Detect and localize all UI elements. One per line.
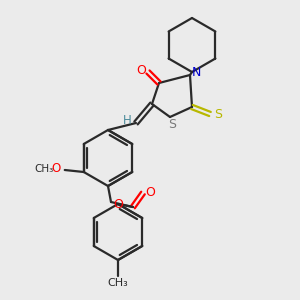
Text: CH₃: CH₃ [34,164,53,174]
Text: S: S [168,118,176,131]
Text: N: N [191,67,201,80]
Text: O: O [51,163,60,176]
Text: O: O [136,64,146,77]
Text: O: O [113,197,123,211]
Text: H: H [123,113,131,127]
Text: CH₃: CH₃ [108,278,128,288]
Text: S: S [214,107,222,121]
Text: O: O [145,185,155,199]
